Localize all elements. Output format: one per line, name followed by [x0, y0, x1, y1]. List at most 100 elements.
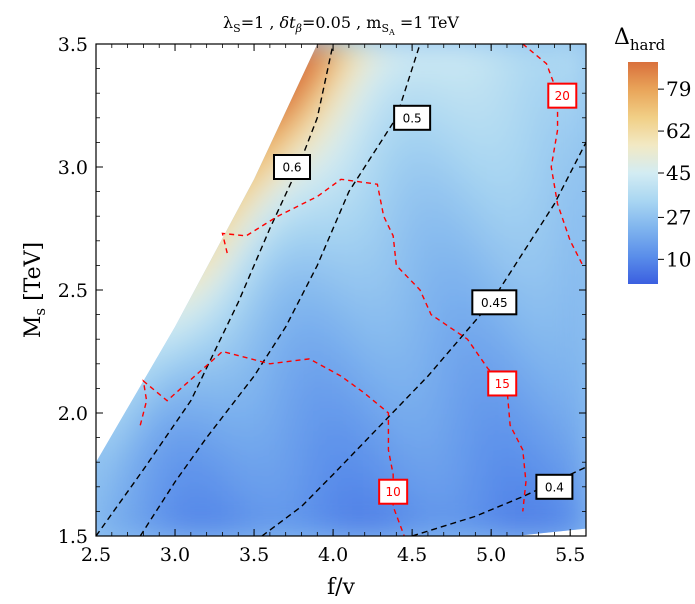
heatmap-cell	[233, 74, 250, 91]
heatmap-cell	[447, 181, 464, 198]
heatmap-cell	[202, 228, 219, 245]
heatmap-cell	[187, 489, 204, 506]
heatmap-cell	[325, 474, 342, 491]
heatmap-cell	[417, 320, 434, 337]
heatmap-cell	[325, 74, 342, 91]
heatmap-cell	[463, 474, 480, 491]
heatmap-cell	[156, 74, 173, 91]
heatmap-cell	[263, 366, 280, 383]
heatmap-cell	[386, 320, 403, 337]
heatmap-cell	[141, 212, 158, 229]
heatmap-cell	[263, 474, 280, 491]
heatmap-cell	[110, 181, 127, 198]
heatmap-cell	[463, 58, 480, 75]
tuning-contour-label: 15	[488, 371, 516, 395]
heatmap-cell	[340, 58, 357, 75]
heatmap-cell	[447, 351, 464, 368]
heatmap-cell	[401, 151, 418, 168]
heatmap-cell	[539, 228, 556, 245]
heatmap-cell	[432, 228, 449, 245]
heatmap-cell	[110, 489, 127, 506]
heatmap-cell	[141, 135, 158, 152]
heatmap-cell	[172, 427, 189, 444]
heatmap-cell	[355, 181, 372, 198]
heatmap-cell	[248, 320, 265, 337]
heatmap-cell	[233, 197, 250, 214]
heatmap-cell	[141, 489, 158, 506]
heatmap-cell	[447, 458, 464, 475]
heatmap-cell	[187, 474, 204, 491]
heatmap-cell	[141, 58, 158, 75]
heatmap-cell	[126, 443, 143, 460]
heatmap-cell	[248, 212, 265, 229]
heatmap-cell	[432, 274, 449, 291]
heatmap-cell	[187, 274, 204, 291]
heatmap-cell	[524, 504, 541, 521]
heatmap-cell	[417, 304, 434, 321]
heatmap-cell	[493, 166, 510, 183]
heatmap-cell	[463, 197, 480, 214]
heatmap-cell	[508, 228, 525, 245]
svg-text:0.4: 0.4	[545, 480, 564, 494]
heatmap-cell	[187, 58, 204, 75]
colorbar-tick-label: 27	[666, 205, 691, 229]
heatmap-cell	[187, 228, 204, 245]
heatmap-cell	[508, 335, 525, 352]
heatmap-cell	[478, 351, 495, 368]
heatmap-cell	[463, 151, 480, 168]
heatmap-cell	[508, 151, 525, 168]
heatmap-cell	[218, 89, 235, 106]
heatmap-cell	[325, 443, 342, 460]
heatmap-cell	[279, 289, 296, 306]
heatmap-cell	[187, 397, 204, 414]
heatmap-cell	[417, 74, 434, 91]
heatmap-cell	[263, 181, 280, 198]
heatmap-cell	[110, 258, 127, 275]
heatmap-cell	[187, 381, 204, 398]
heatmap-cell	[156, 89, 173, 106]
heatmap-cell	[172, 504, 189, 521]
heatmap-cell	[156, 320, 173, 337]
heatmap-cell	[263, 320, 280, 337]
heatmap-cell	[294, 74, 311, 91]
heatmap-cell	[126, 320, 143, 337]
heatmap-cell	[141, 304, 158, 321]
heatmap-cell	[417, 58, 434, 75]
heatmap-cell	[110, 427, 127, 444]
heatmap-cell	[248, 489, 265, 506]
heatmap-cell	[386, 258, 403, 275]
heatmap-cell	[432, 74, 449, 91]
heatmap-cell	[432, 474, 449, 491]
heatmap-cell	[524, 304, 541, 321]
heatmap-cell	[417, 351, 434, 368]
heatmap-cell	[417, 397, 434, 414]
heatmap-cell	[294, 474, 311, 491]
heatmap-cell	[187, 197, 204, 214]
heatmap-cell	[95, 58, 112, 75]
heatmap-cell	[463, 120, 480, 137]
heatmap-cell	[294, 197, 311, 214]
heatmap-cell	[141, 258, 158, 275]
heatmap-cell	[539, 120, 556, 137]
heatmap-cell	[126, 351, 143, 368]
heatmap-cell	[524, 258, 541, 275]
heatmap-cell	[447, 89, 464, 106]
y-tick-label: 1.5	[58, 526, 88, 548]
heatmap-cell	[570, 135, 587, 152]
heatmap-cell	[463, 320, 480, 337]
heatmap-cell	[508, 351, 525, 368]
heatmap-cell	[218, 304, 235, 321]
heatmap-cell	[325, 197, 342, 214]
colorbar-tick-label: 10	[666, 247, 691, 271]
heatmap-cell	[401, 320, 418, 337]
heatmap-cell	[539, 412, 556, 429]
heatmap-cell	[355, 289, 372, 306]
heatmap-cell	[371, 289, 388, 306]
heatmap-cell	[570, 274, 587, 291]
heatmap-cell	[141, 351, 158, 368]
heatmap-cell	[202, 243, 219, 260]
heatmap-cell	[371, 335, 388, 352]
heatmap-cell	[202, 120, 219, 137]
heatmap-cell	[156, 335, 173, 352]
heatmap-cell	[279, 381, 296, 398]
